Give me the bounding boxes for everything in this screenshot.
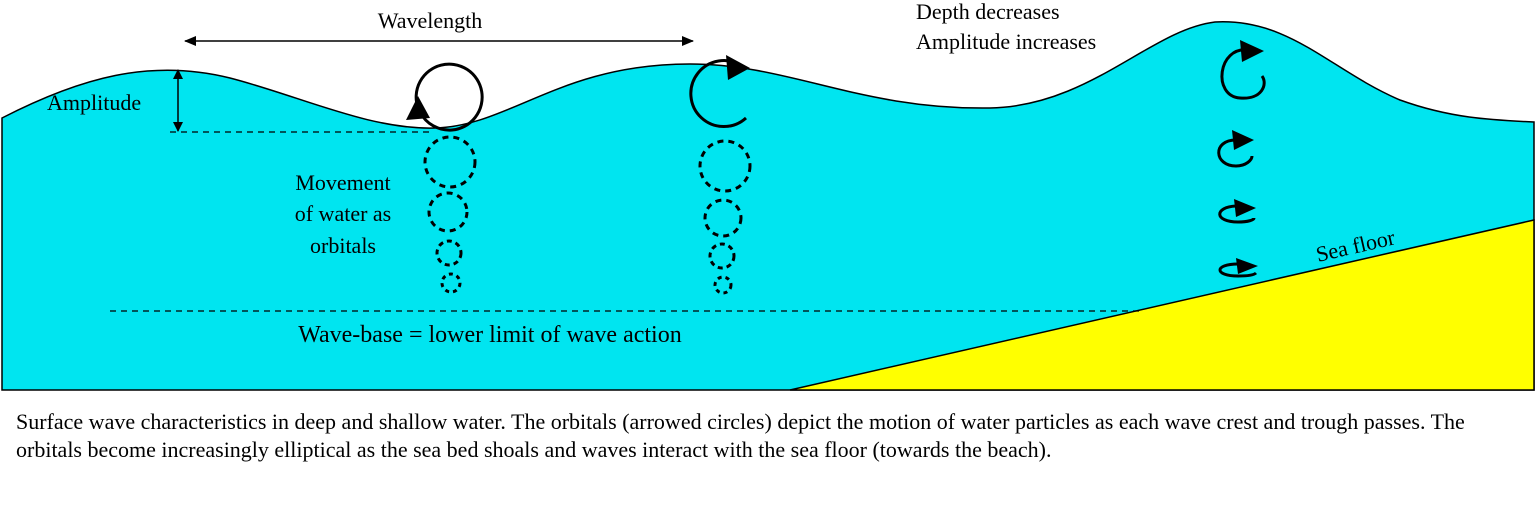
trough-orbital-2 [427, 191, 469, 233]
shallow-orbit-1-arrowhead [1240, 40, 1264, 62]
sea-floor-wedge [789, 219, 1535, 391]
shallow-orbit-3-arrowhead [1234, 199, 1256, 217]
trough-orbit-arrow-icon [414, 62, 484, 132]
crest-orbit-arrow-icon [689, 59, 748, 129]
depth-note-line1: Depth decreases [916, 0, 1060, 24]
orbitals-label-line2: of water as [295, 201, 392, 226]
wavelength-label: Wavelength [378, 8, 483, 33]
crest-orbit-arrowhead [726, 55, 750, 80]
crest-orbital-4 [713, 275, 733, 295]
depth-note-line2: Amplitude increases [916, 29, 1096, 54]
amplitude-label: Amplitude [47, 90, 141, 115]
orbitals-label-line3: orbitals [310, 233, 376, 258]
crest-orbital-3 [708, 242, 736, 270]
trough-orbit-arrowhead [406, 96, 430, 120]
crest-orbitals [689, 55, 752, 295]
shallow-orbit-2-arrowhead [1232, 130, 1254, 150]
shallow-orbit-4-icon [1218, 262, 1258, 278]
orbitals-label-line1: Movement [295, 170, 390, 195]
trough-orbital-4 [440, 272, 462, 294]
wave-diagram: Wavelength Amplitude Depth decreases Amp… [1, 0, 1535, 391]
trough-orbital-1 [423, 135, 477, 189]
crest-orbital-1 [698, 139, 752, 193]
shallow-orbitals [1217, 40, 1266, 278]
wave-base-label: Wave-base = lower limit of wave action [298, 322, 681, 348]
figure-caption: Surface wave characteristics in deep and… [16, 409, 1465, 462]
shallow-orbit-3-icon [1218, 204, 1256, 224]
trough-orbital-3 [435, 239, 463, 267]
water-body [1, 21, 1535, 391]
shallow-orbit-2-icon [1217, 138, 1254, 168]
crest-orbital-2 [703, 198, 743, 238]
shallow-orbit-1-icon [1220, 48, 1266, 100]
shallow-orbit-4-arrowhead [1236, 258, 1258, 274]
trough-orbitals [406, 62, 484, 294]
